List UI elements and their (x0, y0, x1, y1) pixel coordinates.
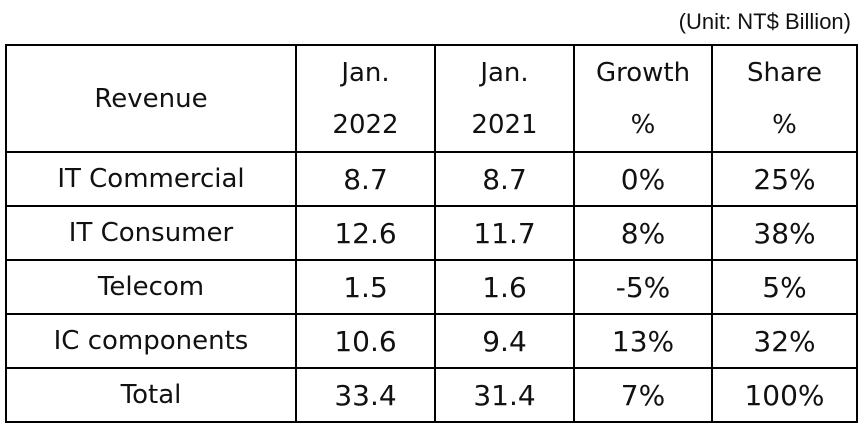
cell-jan-2021: 31.4 (434, 367, 575, 423)
cell-share: 38% (711, 205, 858, 261)
cell-share: 32% (711, 313, 858, 369)
cell-growth: 7% (573, 367, 713, 423)
row-label: IT Consumer (5, 205, 297, 261)
row-label: Telecom (5, 259, 297, 315)
cell-jan-2022: 33.4 (295, 367, 436, 423)
header-share-label: Share (746, 57, 823, 88)
cell-jan-2022: 8.7 (295, 151, 436, 207)
row-label: IC components (5, 313, 297, 369)
header-jan-2021: Jan. 2021 (434, 44, 575, 153)
cell-jan-2022: 1.5 (295, 259, 436, 315)
cell-jan-2022: 12.6 (295, 205, 436, 261)
header-revenue: Revenue (5, 44, 297, 153)
cell-jan-2021: 1.6 (434, 259, 575, 315)
cell-jan-2021: 9.4 (434, 313, 575, 369)
cell-growth: 0% (573, 151, 713, 207)
cell-jan-2021: 11.7 (434, 205, 575, 261)
table-row: IT Consumer 12.6 11.7 8% 38% (5, 205, 858, 261)
header-jan-2021-month: Jan. (480, 57, 529, 88)
header-jan-2022: Jan. 2022 (295, 44, 436, 153)
row-label: Total (5, 367, 297, 423)
cell-share: 100% (711, 367, 858, 423)
cell-share: 25% (711, 151, 858, 207)
header-jan-2022-month: Jan. (341, 57, 390, 88)
unit-note: (Unit: NT$ Billion) (678, 9, 851, 34)
header-growth: Growth % (573, 44, 713, 153)
header-share-unit: % (772, 109, 797, 140)
cell-jan-2021: 8.7 (434, 151, 575, 207)
cell-growth: 8% (573, 205, 713, 261)
table-row: Telecom 1.5 1.6 -5% 5% (5, 259, 858, 315)
cell-jan-2022: 10.6 (295, 313, 436, 369)
table-row: IT Commercial 8.7 8.7 0% 25% (5, 151, 858, 207)
header-share: Share % (711, 44, 858, 153)
table-header-row: Revenue Jan. 2022 Jan. 2021 Growth % Sha… (5, 44, 858, 153)
header-jan-2021-year: 2021 (471, 109, 538, 140)
cell-share: 5% (711, 259, 858, 315)
table-row-total: Total 33.4 31.4 7% 100% (5, 367, 858, 423)
cell-growth: 13% (573, 313, 713, 369)
revenue-table: Revenue Jan. 2022 Jan. 2021 Growth % Sha… (5, 44, 858, 423)
row-label: IT Commercial (5, 151, 297, 207)
header-growth-unit: % (630, 109, 656, 140)
header-growth-label: Growth (595, 57, 691, 88)
cell-growth: -5% (573, 259, 713, 315)
table-row: IC components 10.6 9.4 13% 32% (5, 313, 858, 369)
header-revenue-label: Revenue (94, 83, 208, 114)
header-jan-2022-year: 2022 (332, 109, 399, 140)
